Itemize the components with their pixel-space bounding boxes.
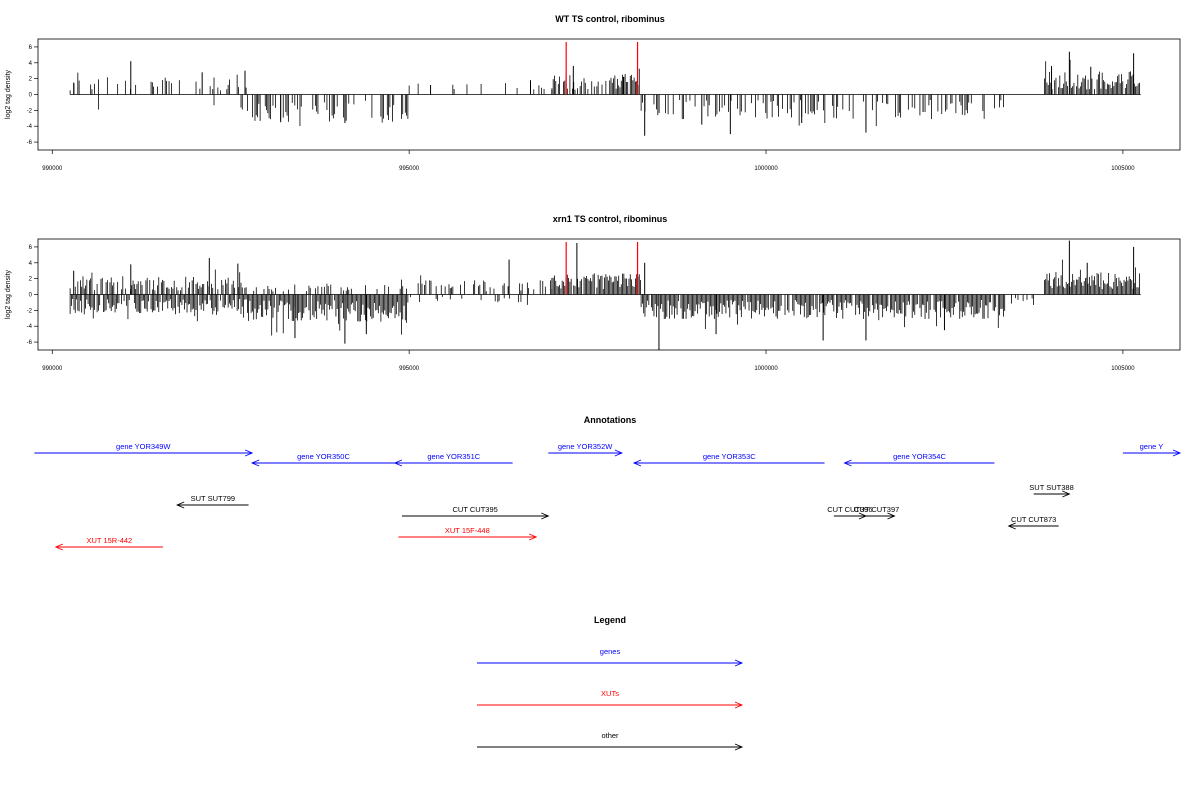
feature-label: CUT CUT395	[453, 505, 498, 514]
feature-gene-yor352w: gene YOR352W	[548, 442, 623, 457]
y-tick-label: -2	[27, 308, 33, 314]
y-tick-label: -4	[27, 324, 33, 330]
chart-title: WT TS control, ribominus	[555, 14, 665, 24]
feature-cut-cut395: CUT CUT395	[402, 505, 550, 520]
feature-label: gene YOR349W	[116, 442, 171, 451]
feature-cut-cut397: CUT CUT397	[854, 505, 899, 520]
arrowhead	[541, 512, 550, 520]
feature-gene-yor349w: gene YOR349W	[34, 442, 254, 457]
x-tick-label: 995000	[399, 166, 420, 172]
legend-panel: Legend genes XUTs other	[477, 615, 744, 751]
feature-label: XUT 15F-448	[445, 526, 490, 535]
arrowhead	[734, 743, 744, 751]
feature-xut-15f-448: XUT 15F-448	[398, 526, 538, 541]
feature-label: gene YOR352W	[558, 442, 613, 451]
arrowhead	[393, 459, 403, 467]
wt-track-panel: WT TS control, ribominus -6 -4 -2 0 2 4 6 log2 t…	[5, 14, 1181, 172]
arrowhead	[632, 459, 642, 467]
x-tick-label: 995000	[399, 366, 420, 372]
annotation-panel: Annotations gene YOR349W gene YOR350C gene…	[34, 415, 1182, 551]
coverage-bars	[69, 240, 1140, 350]
arrowhead	[176, 501, 185, 509]
feature-label: CUT CUT873	[1011, 515, 1056, 524]
feature-label: gene YOR354C	[893, 452, 946, 461]
xrn1-track-panel: xrn1 TS control, ribominus -6 -4 -2 0 2 4 6 log2…	[5, 214, 1181, 372]
legend-label: other	[601, 731, 619, 740]
arrowhead	[244, 449, 254, 457]
arrowhead	[614, 449, 623, 457]
y-tick-label: 0	[29, 293, 33, 299]
arrowhead	[529, 533, 538, 541]
y-tick-label: 4	[29, 261, 33, 267]
arrowhead	[734, 659, 744, 667]
y-tick-label: 2	[29, 77, 33, 83]
x-tick-label: 990000	[42, 366, 63, 372]
feature-sut-sut799: SUT SUT799	[176, 494, 249, 509]
arrowhead	[887, 512, 896, 520]
arrowhead	[1172, 449, 1182, 457]
legend-label: genes	[600, 647, 621, 656]
feature-label: gene YOR353C	[703, 452, 756, 461]
x-tick-label: 1005000	[1111, 166, 1135, 172]
annotations-title: Annotations	[584, 415, 637, 425]
feature-gene-yor353c: gene YOR353C	[632, 452, 825, 467]
feature-label: SUT SUT388	[1029, 483, 1073, 492]
arrowhead	[734, 701, 744, 709]
feature-cut-cut873: CUT CUT873	[1007, 515, 1059, 530]
feature-gene-y: gene Y	[1122, 442, 1182, 457]
feature-gene-yor354c: gene YOR354C	[843, 452, 995, 467]
feature-gene-yor350c: gene YOR350C	[250, 452, 395, 467]
x-tick-label: 990000	[42, 166, 63, 172]
arrowhead	[843, 459, 852, 467]
legend-item-other: other	[477, 731, 744, 751]
feature-label: gene Y	[1140, 442, 1164, 451]
feature-label: SUT SUT799	[191, 494, 235, 503]
y-tick-label: -6	[27, 140, 33, 146]
y-axis-label: log2 tag density	[5, 269, 12, 319]
legend-label: XUTs	[601, 689, 619, 698]
y-tick-label: 4	[29, 61, 33, 67]
y-tick-label: -4	[27, 124, 33, 130]
coverage-bars	[69, 51, 1140, 136]
arrowhead	[250, 459, 260, 467]
feature-sut-sut388: SUT SUT388	[1029, 483, 1074, 498]
y-tick-label: -2	[27, 108, 33, 114]
feature-label: CUT CUT397	[854, 505, 899, 514]
feature-label: CUT CUT396	[827, 505, 872, 514]
y-tick-label: -6	[27, 340, 33, 346]
x-tick-label: 1000000	[754, 166, 778, 172]
y-tick-label: 6	[29, 245, 33, 251]
x-tick-label: 1000000	[754, 366, 778, 372]
legend-item-genes: genes	[477, 647, 744, 667]
feature-label: gene YOR350C	[297, 452, 350, 461]
feature-xut-15r-442: XUT 15R-442	[54, 536, 163, 551]
arrowhead	[54, 543, 64, 551]
legend-title: Legend	[594, 615, 626, 625]
y-tick-label: 2	[29, 277, 33, 283]
feature-gene-yor351c: gene YOR351C	[393, 452, 513, 467]
arrowhead	[1007, 522, 1016, 530]
arrowhead	[1062, 490, 1071, 498]
x-tick-label: 1005000	[1111, 366, 1135, 372]
feature-label: XUT 15R-442	[87, 536, 133, 545]
legend-item-xuts: XUTs	[477, 689, 744, 709]
y-tick-label: 6	[29, 45, 33, 51]
y-tick-label: 0	[29, 93, 33, 99]
y-axis-label: log2 tag density	[5, 69, 12, 119]
feature-label: gene YOR351C	[427, 452, 480, 461]
chart-title: xrn1 TS control, ribominus	[553, 214, 668, 224]
